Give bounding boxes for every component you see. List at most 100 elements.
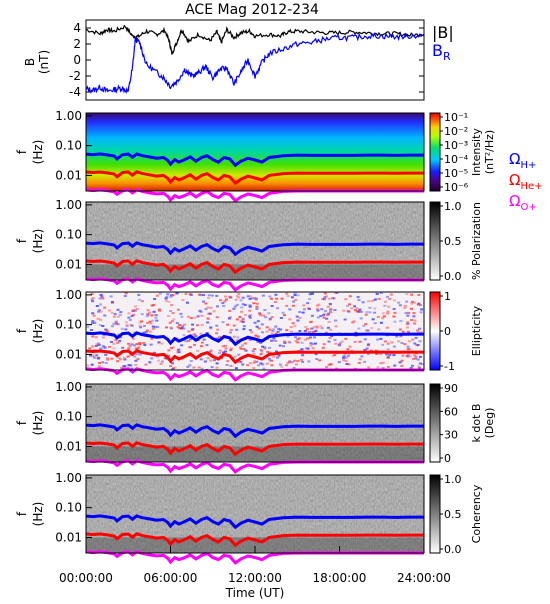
time-axis: 00:00:00 06:00:00 12:00:00 18:00:00 24:00:00 — [59, 546, 451, 585]
f-axis-label: f — [15, 149, 29, 154]
b-y-tick-label: 4 — [73, 21, 81, 35]
he-plus-gyro-line — [85, 532, 424, 548]
b-field-panel: B (nT) 4 2 0 -2 -4 |B| BR — [23, 19, 454, 101]
he-plus-gyro-line — [85, 349, 424, 365]
polarization-colorbar-label: % Polarization — [470, 202, 483, 280]
legend-b-radial: BR — [432, 41, 451, 63]
h-plus-gyro-line — [85, 331, 424, 347]
b-axis-label: B — [23, 58, 37, 66]
intensity-frame — [85, 112, 425, 192]
h-plus-gyro-line — [85, 514, 424, 530]
intensity-colorbar-label: (nT²/Hz) — [483, 130, 496, 174]
f-y-tick-label: 1.00 — [55, 471, 82, 485]
f-axis-label: f — [15, 420, 29, 425]
h-plus-gyro-line — [85, 241, 424, 257]
intensity-colorbar-label: Intensity — [470, 128, 483, 176]
kdotb-frame — [85, 383, 425, 463]
b-field-frame — [85, 19, 425, 101]
colorbar-tick-label: 60 — [444, 405, 458, 418]
colorbar-tick-label: 30 — [444, 429, 458, 442]
h-plus-gyro-line — [85, 423, 424, 439]
colorbar-tick-label: 1 — [444, 290, 451, 303]
kdotb-panel: 1.00 0.10 0.01 f (Hz) 90 60 30 0 k dot B (Deg) — [15, 380, 496, 474]
colorbar-tick-label: 10⁻⁵ — [444, 167, 468, 180]
colorbar-tick-label: 10⁻⁴ — [444, 153, 469, 166]
ellipticity-frame — [85, 291, 425, 371]
coherency-colorbar — [429, 474, 441, 554]
b-axis-unit: (nT) — [37, 50, 51, 74]
b-y-tick-label: -2 — [69, 69, 81, 83]
f-axis-label: f — [15, 511, 29, 516]
f-y-tick-label: 0.01 — [55, 439, 82, 453]
ellipticity-colorbar-label: Ellipticity — [470, 305, 483, 356]
gyrofrequency-legend: ΩH+ ΩHe+ ΩO+ — [509, 150, 543, 213]
polarization-colorbar — [429, 201, 441, 281]
ellipticity-panel: 1.00 0.10 0.01 f (Hz) 1 0 -1 Ellipticity — [15, 288, 483, 382]
legend-omega-o: ΩO+ — [509, 192, 537, 213]
b-y-tick-label: 0 — [73, 53, 81, 67]
b-y-tick-label: 2 — [73, 37, 81, 51]
colorbar-tick-label: 1.0 — [444, 473, 462, 486]
polarization-panel: 1.00 0.10 0.01 f (Hz) 1.0 0.5 0.0 % Polarization — [15, 198, 483, 292]
f-y-tick-label: 0.10 — [55, 139, 82, 153]
kdotb-colorbar-label: k dot B — [470, 404, 483, 443]
f-y-tick-label: 0.01 — [55, 347, 82, 361]
he-plus-gyro-line — [85, 259, 424, 275]
legend-omega-h: ΩH+ — [509, 150, 536, 171]
f-y-tick-label: 0.01 — [55, 530, 82, 544]
f-axis-label: f — [15, 328, 29, 333]
x-tick-label: 24:00:00 — [397, 571, 451, 585]
f-y-tick-label: 1.00 — [55, 109, 82, 123]
coherency-panel: 1.00 0.10 0.01 f (Hz) 1.0 0.5 0.0 Coherency — [15, 471, 483, 565]
intensity-colorbar — [429, 112, 441, 192]
colorbar-tick-label: 0.0 — [444, 270, 462, 283]
h-plus-gyro-line — [85, 152, 424, 168]
f-y-tick-label: 0.10 — [55, 410, 82, 424]
f-y-tick-label: 0.10 — [55, 501, 82, 515]
coherency-colorbar-label: Coherency — [470, 484, 483, 543]
colorbar-tick-label: 10⁻³ — [444, 139, 468, 152]
x-tick-label: 06:00:00 — [144, 571, 198, 585]
figure-title: ACE Mag 2012-234 — [185, 2, 319, 18]
colorbar-tick-label: 0.0 — [444, 543, 462, 556]
colorbar-tick-label: 10⁻⁶ — [444, 181, 469, 194]
f-y-tick-label: 0.10 — [55, 228, 82, 242]
f-y-tick-label: 1.00 — [55, 288, 82, 302]
f-axis-unit: (Hz) — [31, 319, 45, 344]
legend-b-total: |B| — [432, 23, 454, 42]
legend-omega-he: ΩHe+ — [509, 171, 543, 192]
intensity-panel: 1.00 0.10 0.01 f (Hz) 10⁻¹10⁻²10⁻³10⁻⁴10⁻⁵10⁻… — [15, 109, 496, 203]
b-total-line — [85, 24, 425, 55]
colorbar-tick-label: 0 — [444, 325, 451, 338]
f-y-tick-label: 0.10 — [55, 318, 82, 332]
f-y-tick-label: 0.01 — [55, 257, 82, 271]
kdotb-colorbar-label: (Deg) — [483, 408, 496, 439]
f-axis-label: f — [15, 238, 29, 243]
colorbar-tick-label: 1.0 — [444, 200, 462, 213]
colorbar-tick-label: -1 — [444, 360, 455, 373]
f-axis-unit: (Hz) — [31, 229, 45, 254]
b-radial-line — [85, 32, 425, 94]
polarization-frame — [85, 201, 425, 281]
f-y-tick-label: 1.00 — [55, 198, 82, 212]
he-plus-gyro-line — [85, 441, 424, 457]
colorbar-tick-label: 10⁻² — [444, 125, 468, 138]
b-y-tick-label: -4 — [69, 85, 81, 99]
colorbar-tick-label: 10⁻¹ — [444, 111, 468, 124]
ellipticity-colorbar — [429, 291, 441, 371]
f-y-tick-label: 0.01 — [55, 168, 82, 182]
f-axis-unit: (Hz) — [31, 411, 45, 436]
colorbar-tick-label: 90 — [444, 382, 458, 395]
he-plus-gyro-line — [85, 170, 424, 186]
colorbar-tick-label: 0.5 — [444, 235, 462, 248]
x-axis-label: Time (UT) — [225, 586, 285, 600]
x-tick-label: 00:00:00 — [59, 571, 113, 585]
f-axis-unit: (Hz) — [31, 140, 45, 165]
kdotb-colorbar — [429, 383, 441, 463]
x-tick-label: 12:00:00 — [228, 571, 282, 585]
x-tick-label: 18:00:00 — [313, 571, 367, 585]
f-y-tick-label: 1.00 — [55, 380, 82, 394]
spectrogram-panels: 1.000.100.01f (Hz)10⁻¹10⁻²10⁻³10⁻⁴10⁻⁵10⁻… — [15, 109, 496, 565]
f-axis-unit: (Hz) — [31, 502, 45, 527]
